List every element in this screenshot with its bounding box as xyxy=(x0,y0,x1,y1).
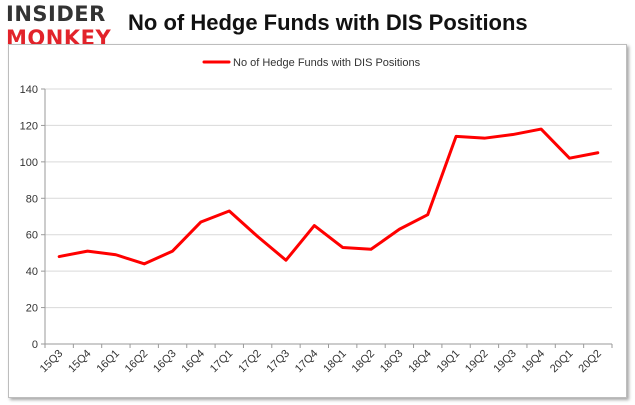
x-tick-label-19Q1: 19Q1 xyxy=(435,348,463,376)
x-tick-label-19Q3: 19Q3 xyxy=(491,348,519,376)
x-tick-label-16Q4: 16Q4 xyxy=(180,348,208,376)
y-tick-label-140: 140 xyxy=(20,84,38,96)
legend-label: No of Hedge Funds with DIS Positions xyxy=(233,57,421,69)
x-tick-label-15Q3: 15Q3 xyxy=(38,348,66,376)
x-axis: 15Q3 15Q4 16Q1 16Q2 16Q3 16Q4 17Q1 17Q2 17Q3 17Q4… xyxy=(38,344,613,376)
x-tick-label-19Q4: 19Q4 xyxy=(520,348,548,376)
x-tick-label-20Q2: 20Q2 xyxy=(576,348,604,376)
x-tick-label-16Q3: 16Q3 xyxy=(151,348,179,376)
series-line-0 xyxy=(57,127,600,266)
x-tick-label-18Q2: 18Q2 xyxy=(350,348,378,376)
y-tick-label-80: 80 xyxy=(26,193,38,205)
y-tick-label-60: 60 xyxy=(26,230,38,242)
y-tick-label-120: 120 xyxy=(20,120,38,132)
x-tick-label-16Q1: 16Q1 xyxy=(94,348,122,376)
x-tick-label-20Q1: 20Q1 xyxy=(548,348,576,376)
chart-frame xyxy=(8,44,627,398)
y-axis: 0 20 40 60 80 100 120 140 xyxy=(20,84,46,351)
y-tick-label-40: 40 xyxy=(26,266,38,278)
chart-title: No of Hedge Funds with DIS Positions xyxy=(128,10,528,35)
series-layer xyxy=(57,127,600,266)
legend: No of Hedge Funds with DIS Positions xyxy=(202,57,421,69)
x-tick-label-19Q2: 19Q2 xyxy=(463,348,491,376)
insider-monkey-logo: INSIDER MONKEY xyxy=(6,4,118,54)
y-tick-label-20: 20 xyxy=(26,303,38,315)
x-tick-label-18Q1: 18Q1 xyxy=(321,348,349,376)
logo-line-1: INSIDER xyxy=(6,2,106,26)
x-tick-label-18Q3: 18Q3 xyxy=(378,348,406,376)
x-tick-label-18Q4: 18Q4 xyxy=(406,348,434,376)
logo-line-2: MONKEY xyxy=(6,26,112,50)
gridlines xyxy=(45,88,612,345)
x-tick-label-17Q3: 17Q3 xyxy=(265,348,293,376)
y-tick-label-100: 100 xyxy=(20,157,38,169)
x-tick-label-17Q1: 17Q1 xyxy=(208,348,236,376)
y-tick-label-0: 0 xyxy=(32,339,38,351)
x-tick-label-17Q2: 17Q2 xyxy=(236,348,264,376)
x-tick-label-17Q4: 17Q4 xyxy=(293,348,321,376)
x-tick-label-16Q2: 16Q2 xyxy=(123,348,151,376)
x-tick-label-15Q4: 15Q4 xyxy=(66,348,94,376)
